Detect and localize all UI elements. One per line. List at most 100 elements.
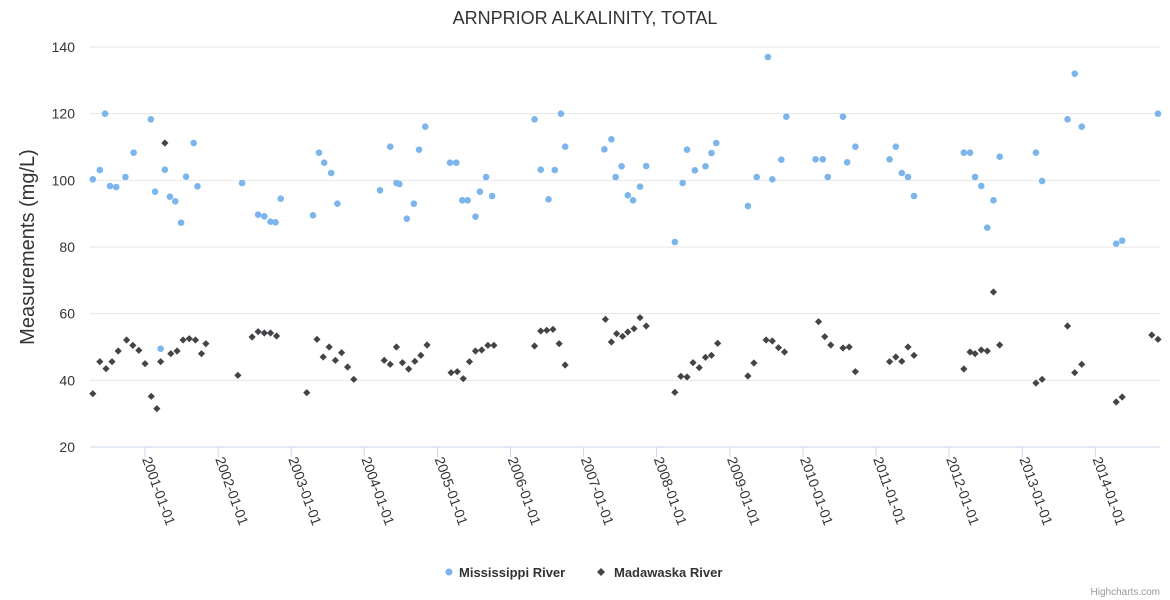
data-point[interactable]: [465, 358, 474, 366]
data-point[interactable]: [182, 173, 190, 180]
data-point[interactable]: [238, 179, 246, 187]
data-point[interactable]: [530, 342, 539, 350]
data-point[interactable]: [106, 182, 114, 190]
data-point[interactable]: [712, 139, 720, 147]
data-point[interactable]: [636, 183, 644, 190]
data-point[interactable]: [122, 173, 129, 181]
data-point[interactable]: [343, 363, 352, 371]
data-point[interactable]: [824, 173, 832, 181]
data-point[interactable]: [769, 176, 776, 183]
data-point[interactable]: [472, 213, 479, 220]
data-point[interactable]: [190, 139, 197, 147]
credits-link[interactable]: Highcharts.com: [1091, 587, 1160, 598]
data-point[interactable]: [157, 345, 164, 352]
data-point[interactable]: [555, 340, 563, 348]
data-point[interactable]: [537, 327, 545, 335]
data-point[interactable]: [783, 113, 790, 120]
data-point[interactable]: [990, 197, 997, 204]
data-point[interactable]: [421, 123, 429, 130]
data-point[interactable]: [671, 238, 679, 246]
data-point[interactable]: [898, 169, 906, 177]
data-point[interactable]: [376, 187, 384, 194]
data-point[interactable]: [768, 337, 776, 345]
data-point[interactable]: [272, 219, 279, 226]
data-point[interactable]: [852, 143, 859, 150]
data-point[interactable]: [141, 360, 149, 368]
data-point[interactable]: [845, 343, 853, 351]
data-point[interactable]: [177, 219, 185, 226]
data-point[interactable]: [839, 344, 847, 352]
data-point[interactable]: [557, 110, 565, 117]
data-point[interactable]: [1154, 110, 1162, 117]
data-point[interactable]: [898, 357, 906, 365]
data-point[interactable]: [167, 350, 175, 358]
data-point[interactable]: [254, 328, 262, 336]
data-point[interactable]: [744, 372, 752, 380]
data-point[interactable]: [618, 332, 627, 340]
data-point[interactable]: [983, 224, 991, 231]
data-point[interactable]: [96, 358, 104, 366]
data-point[interactable]: [630, 325, 638, 333]
data-point[interactable]: [1064, 116, 1071, 123]
data-point[interactable]: [325, 343, 333, 351]
data-point[interactable]: [403, 215, 411, 222]
data-point[interactable]: [151, 188, 159, 195]
data-point[interactable]: [537, 166, 545, 173]
data-point[interactable]: [960, 365, 968, 373]
data-point[interactable]: [277, 195, 285, 202]
data-point[interactable]: [197, 350, 206, 358]
data-point[interactable]: [671, 388, 679, 396]
data-point[interactable]: [248, 333, 256, 341]
data-point[interactable]: [561, 143, 569, 150]
data-point[interactable]: [267, 218, 274, 225]
data-point[interactable]: [157, 358, 165, 366]
data-point[interactable]: [1032, 379, 1040, 387]
data-point[interactable]: [996, 341, 1004, 349]
data-point[interactable]: [423, 341, 431, 349]
data-point[interactable]: [1038, 177, 1046, 185]
data-point[interactable]: [380, 356, 388, 364]
data-point[interactable]: [161, 166, 169, 173]
data-point[interactable]: [778, 156, 785, 163]
data-point[interactable]: [102, 365, 110, 373]
data-point[interactable]: [1118, 237, 1126, 244]
data-point[interactable]: [1078, 360, 1086, 368]
data-point[interactable]: [714, 339, 722, 347]
data-point[interactable]: [601, 146, 608, 153]
data-point[interactable]: [171, 198, 179, 205]
data-point[interactable]: [417, 351, 425, 359]
data-point[interactable]: [543, 326, 551, 334]
data-point[interactable]: [392, 343, 401, 351]
data-point[interactable]: [1154, 335, 1162, 343]
data-point[interactable]: [260, 329, 268, 337]
legend-item-mississippi[interactable]: Mississippi River: [445, 565, 566, 580]
data-point[interactable]: [1038, 375, 1046, 383]
data-point[interactable]: [966, 149, 974, 156]
data-point[interactable]: [910, 351, 918, 359]
data-point[interactable]: [851, 368, 859, 376]
data-point[interactable]: [396, 180, 403, 188]
data-point[interactable]: [464, 197, 471, 204]
data-point[interactable]: [194, 183, 201, 190]
data-point[interactable]: [702, 163, 709, 170]
data-point[interactable]: [266, 329, 275, 337]
data-point[interactable]: [843, 159, 851, 166]
data-point[interactable]: [386, 360, 394, 368]
data-point[interactable]: [701, 353, 710, 361]
data-point[interactable]: [446, 159, 454, 166]
data-point[interactable]: [313, 335, 321, 343]
data-point[interactable]: [683, 373, 691, 381]
data-point[interactable]: [561, 361, 569, 369]
data-point[interactable]: [114, 347, 122, 355]
data-point[interactable]: [531, 116, 538, 123]
data-point[interactable]: [618, 163, 625, 170]
data-point[interactable]: [202, 340, 210, 348]
data-point[interactable]: [309, 212, 317, 219]
data-point[interactable]: [254, 211, 262, 218]
data-point[interactable]: [774, 344, 783, 352]
data-point[interactable]: [350, 375, 358, 383]
data-point[interactable]: [764, 53, 772, 61]
data-point[interactable]: [386, 143, 394, 150]
data-point[interactable]: [780, 348, 789, 356]
data-point[interactable]: [821, 333, 829, 341]
